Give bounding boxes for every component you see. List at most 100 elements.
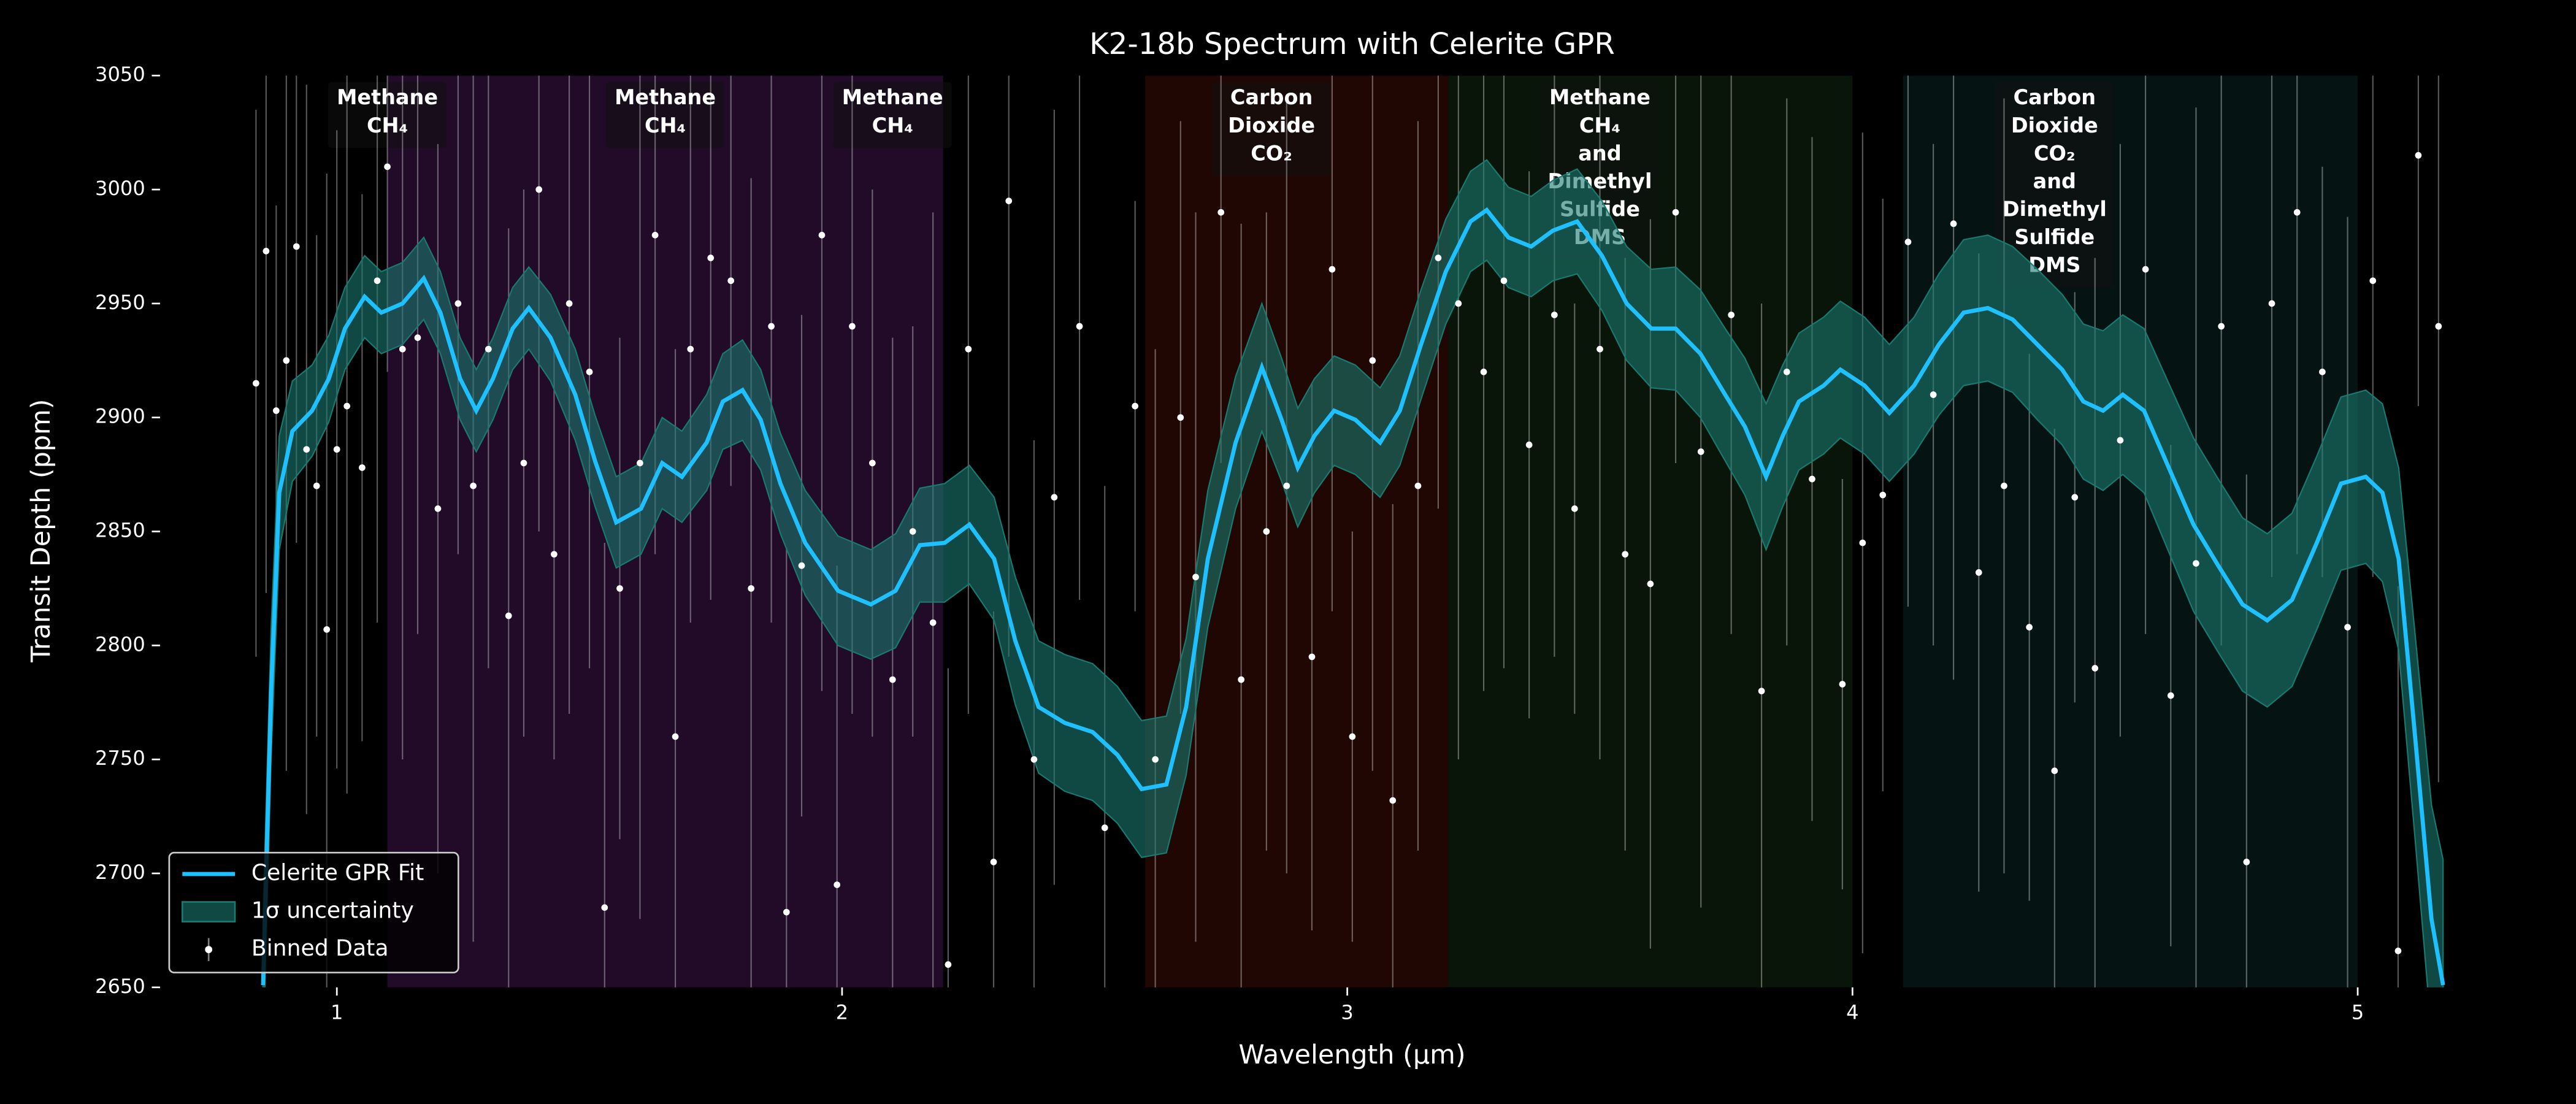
data-point	[2091, 665, 2099, 672]
data-point	[768, 323, 775, 330]
data-point	[1904, 239, 1912, 245]
highlight-region	[1145, 75, 1449, 987]
data-point	[1571, 505, 1578, 512]
y-tick-label: 2750	[95, 746, 145, 770]
data-point	[1758, 688, 1765, 695]
data-point	[1283, 482, 1290, 489]
data-point	[929, 619, 937, 626]
data-point	[1076, 323, 1083, 330]
data-point	[818, 232, 826, 239]
annotation-text: Sulfide	[2014, 225, 2095, 249]
data-point	[2435, 323, 2442, 330]
data-point	[399, 345, 406, 353]
annotation-text: Methane	[1549, 85, 1650, 109]
data-point	[2293, 209, 2301, 216]
data-point	[1101, 824, 1108, 832]
data-point	[2117, 437, 2124, 444]
data-point	[551, 551, 558, 558]
data-point	[1263, 528, 1270, 535]
legend-label: Binned Data	[251, 935, 389, 961]
legend-swatch	[205, 946, 213, 954]
data-point	[889, 676, 896, 683]
data-point	[470, 482, 477, 489]
data-point	[1930, 391, 1937, 398]
data-point	[616, 585, 623, 592]
data-point	[1030, 756, 1038, 763]
data-point	[687, 345, 694, 353]
y-tick-label: 2900	[95, 405, 145, 428]
data-point	[434, 505, 442, 512]
data-point	[909, 528, 916, 535]
data-point	[1389, 797, 1397, 804]
annotation-text: and	[1578, 141, 1621, 165]
fit-line	[261, 207, 2445, 986]
data-point	[2001, 482, 2007, 489]
data-point	[1879, 491, 1887, 499]
legend-label: 1σ uncertainty	[251, 897, 414, 924]
annotation-text: CH₄	[872, 113, 913, 137]
x-tick-label: 2	[836, 1001, 848, 1024]
data-point	[1551, 312, 1558, 318]
data-point	[520, 459, 527, 467]
data-point	[965, 345, 972, 353]
annotation-box	[833, 82, 952, 148]
annotation-box	[328, 82, 447, 148]
legend-label: Celerite GPR Fit	[251, 859, 424, 886]
annotation-text: Methane	[842, 85, 943, 109]
plot-area	[253, 75, 2445, 987]
x-tick-label: 4	[1846, 1001, 1858, 1024]
x-tick-label: 3	[1341, 1001, 1353, 1024]
data-point	[1809, 475, 1815, 483]
y-tick-label: 2700	[95, 861, 145, 884]
data-point	[2142, 266, 2149, 273]
data-point	[1328, 266, 1336, 273]
x-axis-label: Wavelength (µm)	[1238, 1040, 1465, 1070]
data-point	[748, 585, 755, 592]
annotation-text: Carbon	[1230, 85, 1313, 109]
annotation-text: Methane	[337, 85, 438, 109]
data-point	[1132, 402, 1139, 410]
data-point	[2394, 948, 2402, 954]
data-point	[1349, 733, 1356, 740]
data-point	[1051, 494, 1058, 501]
data-point	[2268, 300, 2275, 307]
data-point	[565, 300, 573, 307]
data-point	[374, 277, 381, 285]
data-point	[323, 626, 331, 633]
data-point	[651, 232, 659, 239]
data-point	[2071, 494, 2079, 501]
data-point	[2167, 692, 2174, 699]
x-tick-label: 5	[2352, 1001, 2364, 1024]
data-point	[535, 186, 543, 193]
highlight-region	[387, 75, 943, 987]
data-point	[303, 446, 310, 453]
data-point	[505, 612, 512, 619]
annotation-text: CO₂	[1251, 141, 1292, 165]
data-point	[601, 904, 608, 911]
data-point	[1647, 580, 1654, 588]
chart-title: K2-18b Spectrum with Celerite GPR	[1089, 27, 1615, 61]
data-point	[2218, 323, 2225, 330]
data-point	[485, 345, 492, 353]
data-point	[2344, 624, 2351, 631]
data-point	[293, 243, 300, 250]
data-point	[2193, 560, 2199, 567]
data-point	[868, 459, 876, 467]
data-point	[1414, 482, 1422, 489]
data-point	[1622, 551, 1629, 558]
data-point	[272, 407, 280, 414]
data-point	[1152, 756, 1159, 763]
data-point	[2319, 369, 2326, 375]
y-tick-label: 2950	[95, 291, 145, 314]
legend: Celerite GPR Fit 1σ uncertainty Binned Dat…	[168, 851, 459, 974]
annotation-text: Dioxide	[1228, 113, 1315, 137]
data-point	[945, 961, 952, 968]
data-point	[1217, 209, 1225, 216]
x-tick-label: 1	[331, 1001, 343, 1024]
data-point	[1783, 369, 1790, 375]
data-point	[359, 464, 366, 471]
legend-box	[168, 851, 459, 974]
data-point	[2369, 277, 2377, 285]
data-point	[1597, 345, 1603, 353]
y-tick-label: 2650	[95, 975, 145, 998]
